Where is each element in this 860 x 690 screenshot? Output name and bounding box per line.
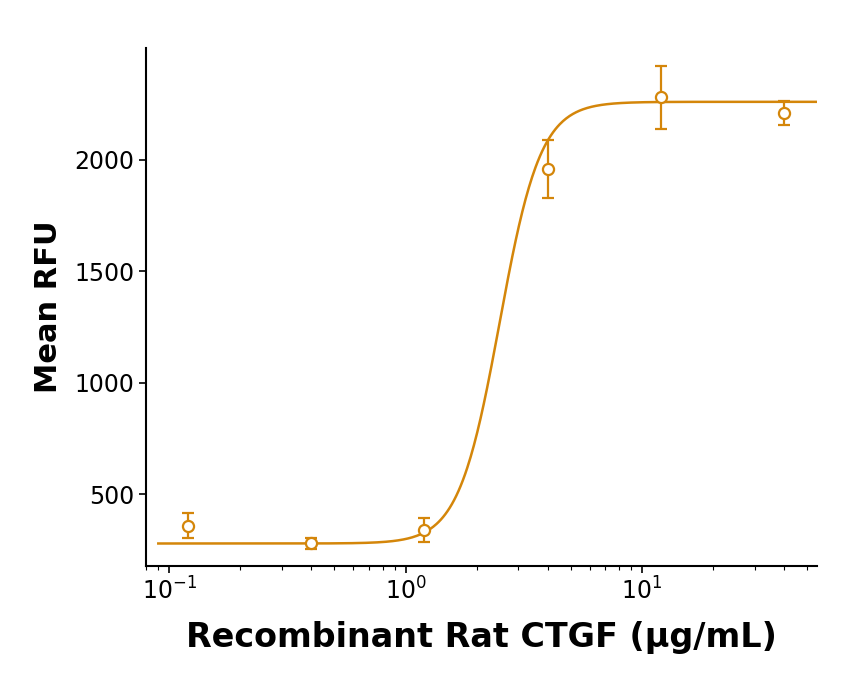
Y-axis label: Mean RFU: Mean RFU <box>34 221 63 393</box>
X-axis label: Recombinant Rat CTGF (μg/mL): Recombinant Rat CTGF (μg/mL) <box>186 622 777 655</box>
